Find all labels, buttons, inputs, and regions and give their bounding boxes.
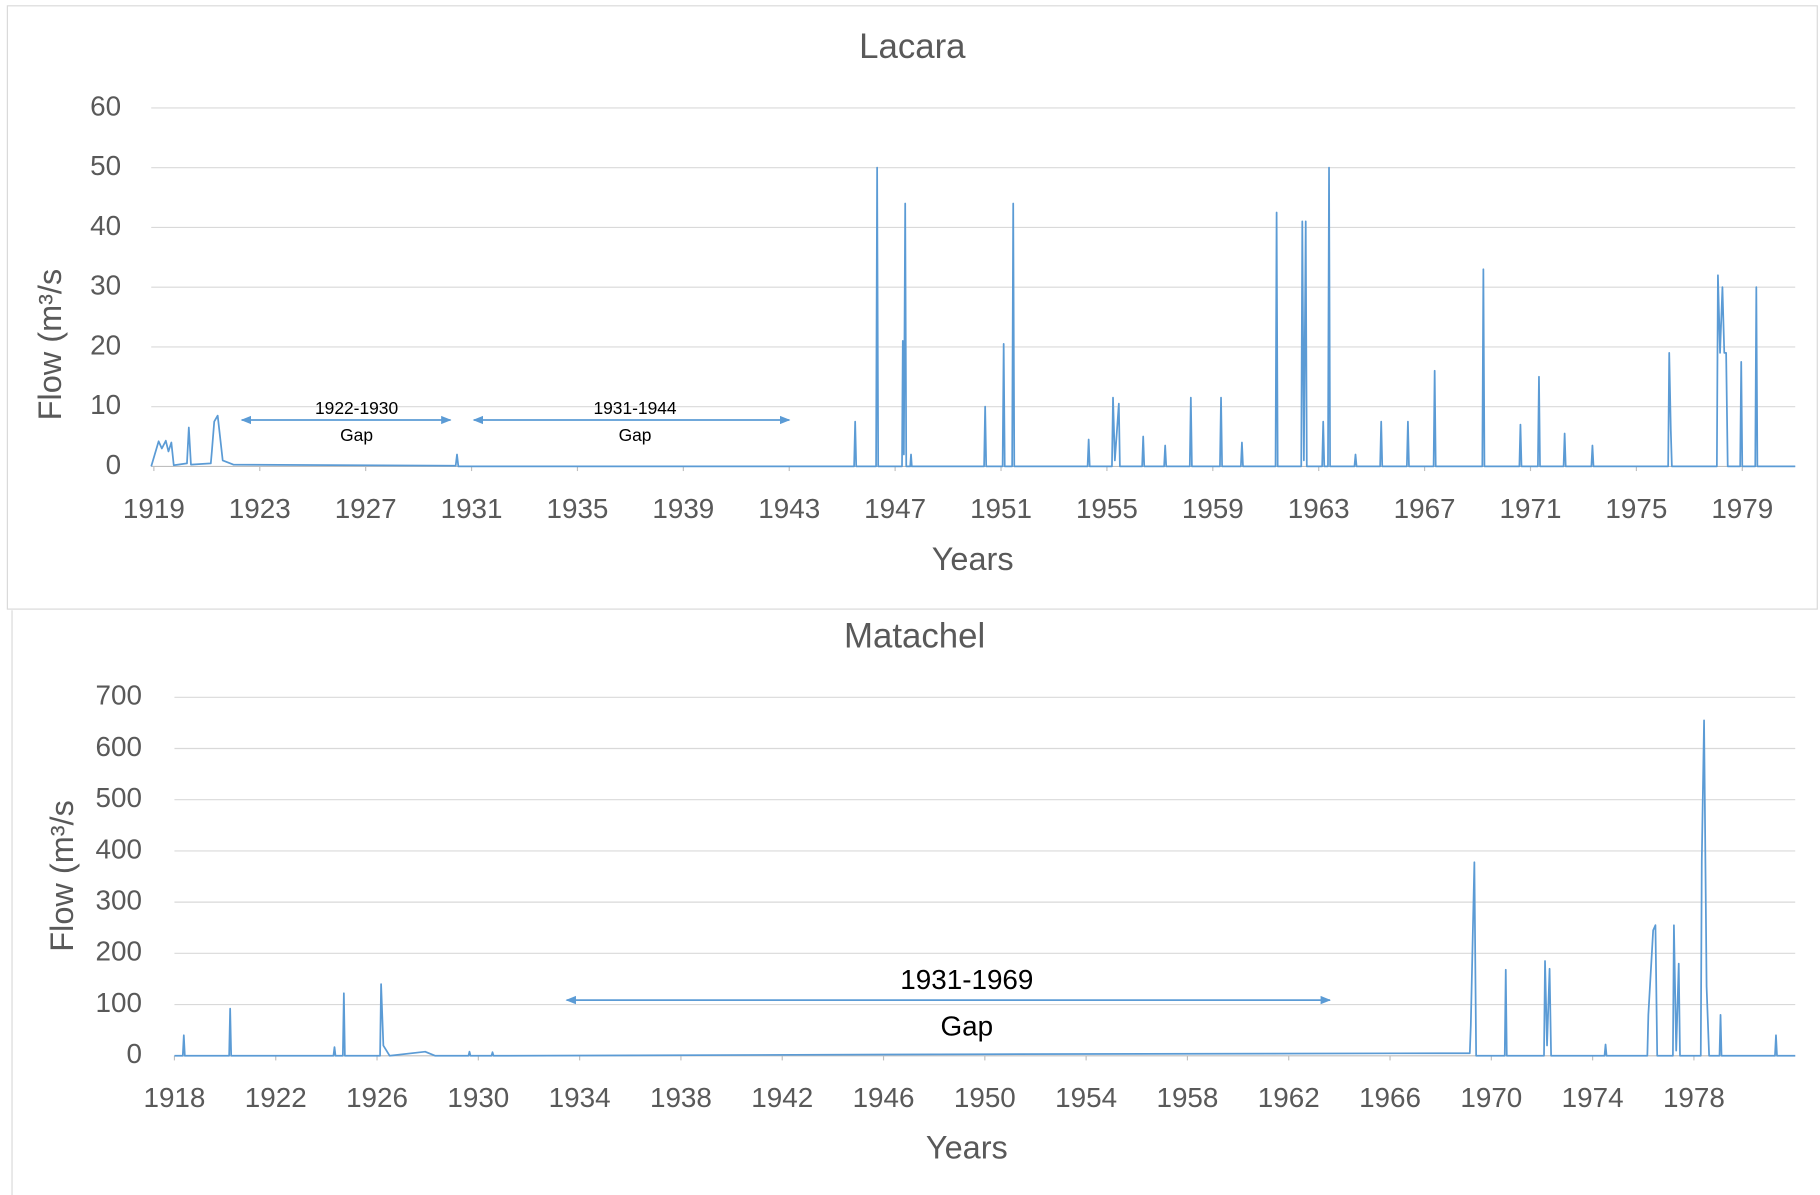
y-tick-label: 600 bbox=[96, 731, 142, 762]
x-tick-label: 1939 bbox=[652, 493, 714, 524]
x-tick-label: 1923 bbox=[229, 493, 291, 524]
x-tick-label: 1963 bbox=[1288, 493, 1350, 524]
y-tick-label: 200 bbox=[96, 936, 142, 967]
x-tick-label: 1922 bbox=[245, 1082, 307, 1113]
y-tick-label: 700 bbox=[96, 680, 142, 711]
x-tick-label: 1951 bbox=[970, 493, 1032, 524]
y-tick-label: 60 bbox=[90, 90, 121, 121]
chart-title: Lacara bbox=[859, 27, 966, 66]
x-tick-label: 1974 bbox=[1562, 1082, 1624, 1113]
y-tick-label: 50 bbox=[90, 150, 121, 181]
x-tick-label: 1935 bbox=[546, 493, 608, 524]
x-tick-label: 1955 bbox=[1076, 493, 1138, 524]
x-tick-label: 1927 bbox=[335, 493, 397, 524]
annotation-label: 1931-1944 bbox=[593, 398, 676, 418]
x-tick-label: 1943 bbox=[758, 493, 820, 524]
y-tick-label: 400 bbox=[96, 833, 142, 864]
x-tick-label: 1958 bbox=[1156, 1082, 1218, 1113]
y-axis-title: Flow (m³/s bbox=[32, 269, 68, 421]
y-tick-label: 100 bbox=[96, 987, 142, 1018]
x-tick-label: 1918 bbox=[143, 1082, 205, 1113]
x-tick-label: 1926 bbox=[346, 1082, 408, 1113]
y-tick-label: 40 bbox=[90, 210, 121, 241]
x-tick-label: 1942 bbox=[751, 1082, 813, 1113]
x-axis-title: Years bbox=[926, 1129, 1008, 1165]
x-tick-label: 1919 bbox=[123, 493, 185, 524]
x-tick-label: 1966 bbox=[1359, 1082, 1421, 1113]
data-line bbox=[150, 166, 1796, 468]
x-tick-label: 1930 bbox=[447, 1082, 509, 1113]
x-tick-label: 1954 bbox=[1055, 1082, 1117, 1113]
x-tick-label: 1947 bbox=[864, 493, 926, 524]
x-tick-label: 1970 bbox=[1460, 1082, 1522, 1113]
x-tick-label: 1975 bbox=[1605, 493, 1667, 524]
x-tick-label: 1979 bbox=[1711, 493, 1773, 524]
x-tick-label: 1934 bbox=[549, 1082, 611, 1113]
y-tick-label: 0 bbox=[106, 449, 121, 480]
x-tick-label: 1931 bbox=[441, 493, 503, 524]
annotation-note: Gap bbox=[619, 425, 652, 445]
y-tick-label: 0 bbox=[126, 1038, 141, 1069]
annotation-note: Gap bbox=[340, 425, 373, 445]
data-line bbox=[174, 719, 1796, 1057]
chart-border bbox=[6, 5, 1818, 610]
x-tick-label: 1946 bbox=[853, 1082, 915, 1113]
x-tick-label: 1938 bbox=[650, 1082, 712, 1113]
y-tick-label: 300 bbox=[96, 884, 142, 915]
y-tick-label: 20 bbox=[90, 329, 121, 360]
x-tick-label: 1950 bbox=[954, 1082, 1016, 1113]
y-tick-label: 30 bbox=[90, 270, 121, 301]
x-tick-label: 1962 bbox=[1258, 1082, 1320, 1113]
annotation-label: 1931-1969 bbox=[900, 964, 1033, 995]
annotation-note: Gap bbox=[941, 1010, 994, 1041]
y-tick-label: 500 bbox=[96, 782, 142, 813]
chart-title: Matachel bbox=[844, 616, 985, 655]
x-tick-label: 1967 bbox=[1394, 493, 1456, 524]
x-tick-label: 1978 bbox=[1663, 1082, 1725, 1113]
annotation-label: 1922-1930 bbox=[315, 398, 398, 418]
x-tick-label: 1971 bbox=[1500, 493, 1562, 524]
x-axis-title: Years bbox=[932, 541, 1014, 577]
y-axis-title: Flow (m³/s bbox=[44, 800, 80, 951]
y-tick-label: 10 bbox=[90, 389, 121, 420]
x-tick-label: 1959 bbox=[1182, 493, 1244, 524]
